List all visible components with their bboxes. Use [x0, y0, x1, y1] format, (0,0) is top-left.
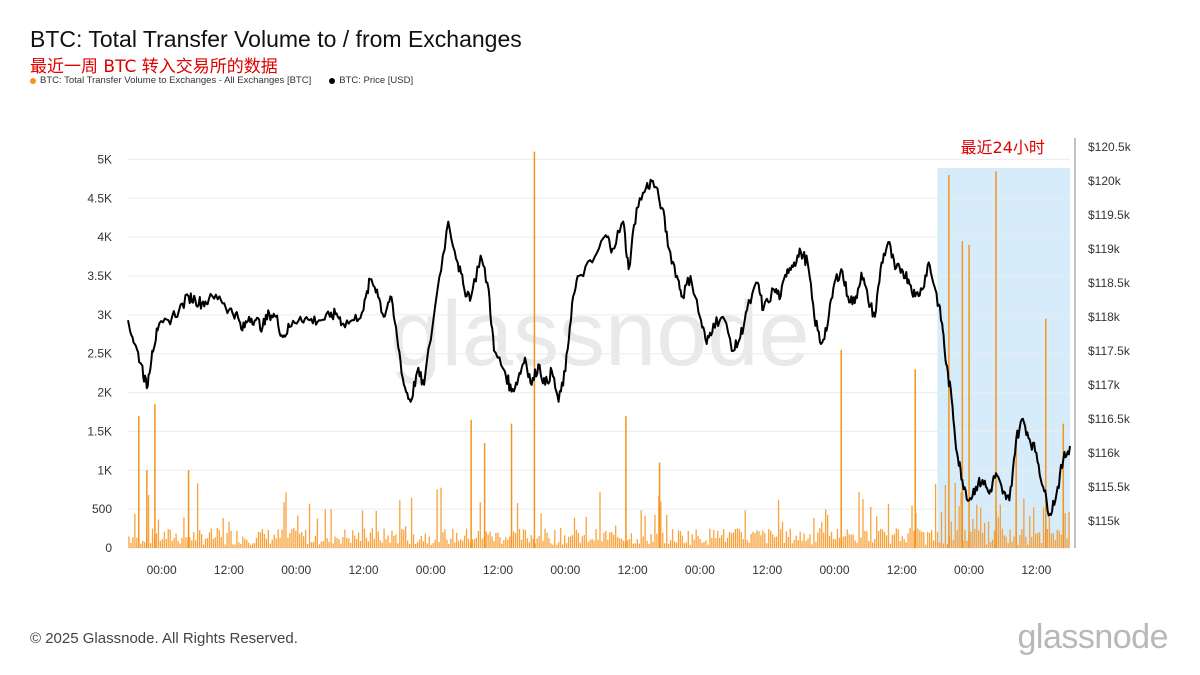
y-left-tick-label: 3.5K [87, 269, 112, 283]
glassnode-logo: glassnode [1017, 618, 1168, 656]
y-right-tick-label: $117.5k [1088, 344, 1131, 358]
y-right-tick-label: $120.5k [1088, 140, 1132, 154]
x-tick-label: 12:00 [483, 563, 513, 577]
chart-canvas[interactable]: glassnode 最近24小时 0 500 1K 1.5K 2K 2.5K 3K 3.5K 4… [0, 0, 1200, 620]
price-line [127, 178, 1071, 517]
chart-subtitle: 最近一周 BTC 转入交易所的数据 [30, 57, 278, 77]
highlight-region: 最近24小时 [937, 138, 1070, 548]
y-right-tick-label: $116k [1088, 446, 1121, 460]
y-right-tick-label: $116.5k [1088, 412, 1131, 426]
legend-price-label: BTC: Price [USD] [339, 75, 414, 86]
highlight-label: 最近24小时 [961, 138, 1045, 157]
x-tick-label: 12:00 [348, 563, 378, 577]
volume-bars [128, 151, 1070, 548]
legend-price-dot [329, 77, 336, 84]
y-right-tick-label: $119.5k [1088, 208, 1131, 222]
x-tick-label: 00:00 [685, 563, 715, 577]
x-tick-label: 00:00 [550, 563, 580, 577]
price-line-group [127, 178, 1071, 517]
y-right-tick-label: $115.5k [1088, 480, 1131, 494]
x-tick-label: 00:00 [147, 563, 177, 577]
y-left-tick-label: 5K [97, 152, 112, 166]
y-right-tick-label: $120k [1088, 174, 1122, 188]
y-left-tick-label: 2K [97, 386, 112, 400]
x-tick-label: 12:00 [618, 563, 648, 577]
legend-item-price[interactable]: BTC: Price [USD] [329, 75, 413, 86]
x-tick-label: 12:00 [752, 563, 782, 577]
y-left-tick-label: 4K [97, 230, 112, 244]
x-tick-label: 12:00 [214, 563, 244, 577]
y-right-tick-label: $118.5k [1088, 276, 1131, 290]
x-tick-label: 12:00 [1021, 563, 1051, 577]
y-right-tick-label: $118k [1088, 310, 1121, 324]
axes: 0 500 1K 1.5K 2K 2.5K 3K 3.5K 4K 4.5K 5K $115k $115.… [87, 138, 1132, 577]
y-right-tick-label: $117k [1088, 378, 1121, 392]
y-left-tick-label: 1.5K [87, 424, 112, 438]
copyright-text: © 2025 Glassnode. All Rights Reserved. [30, 630, 298, 647]
chart-legend: BTC: Total Transfer Volume to Exchanges … [30, 75, 413, 86]
highlight-rect [937, 168, 1070, 548]
y-right-tick-label: $115k [1088, 514, 1121, 528]
y-left-tick-label: 500 [92, 502, 112, 516]
y-right-tick-label: $119k [1088, 242, 1121, 256]
legend-volume-label: BTC: Total Transfer Volume to Exchanges … [40, 75, 312, 86]
chart-title: BTC: Total Transfer Volume to / from Exc… [30, 26, 522, 52]
legend-volume-dot [30, 77, 36, 84]
y-left-tick-label: 3K [97, 308, 112, 322]
x-tick-label: 00:00 [819, 563, 849, 577]
x-tick-label: 00:00 [416, 563, 446, 577]
y-left-tick-label: 4.5K [87, 191, 112, 205]
legend-item-volume[interactable]: BTC: Total Transfer Volume to Exchanges … [30, 75, 311, 86]
grid-lines [128, 158, 1070, 549]
y-left-tick-label: 1K [97, 463, 112, 477]
x-tick-label: 00:00 [954, 563, 984, 577]
x-tick-label: 00:00 [281, 563, 311, 577]
y-left-tick-label: 0 [105, 541, 112, 555]
x-tick-label: 12:00 [887, 563, 917, 577]
watermark: glassnode [390, 283, 809, 385]
y-left-tick-label: 2.5K [87, 347, 112, 361]
